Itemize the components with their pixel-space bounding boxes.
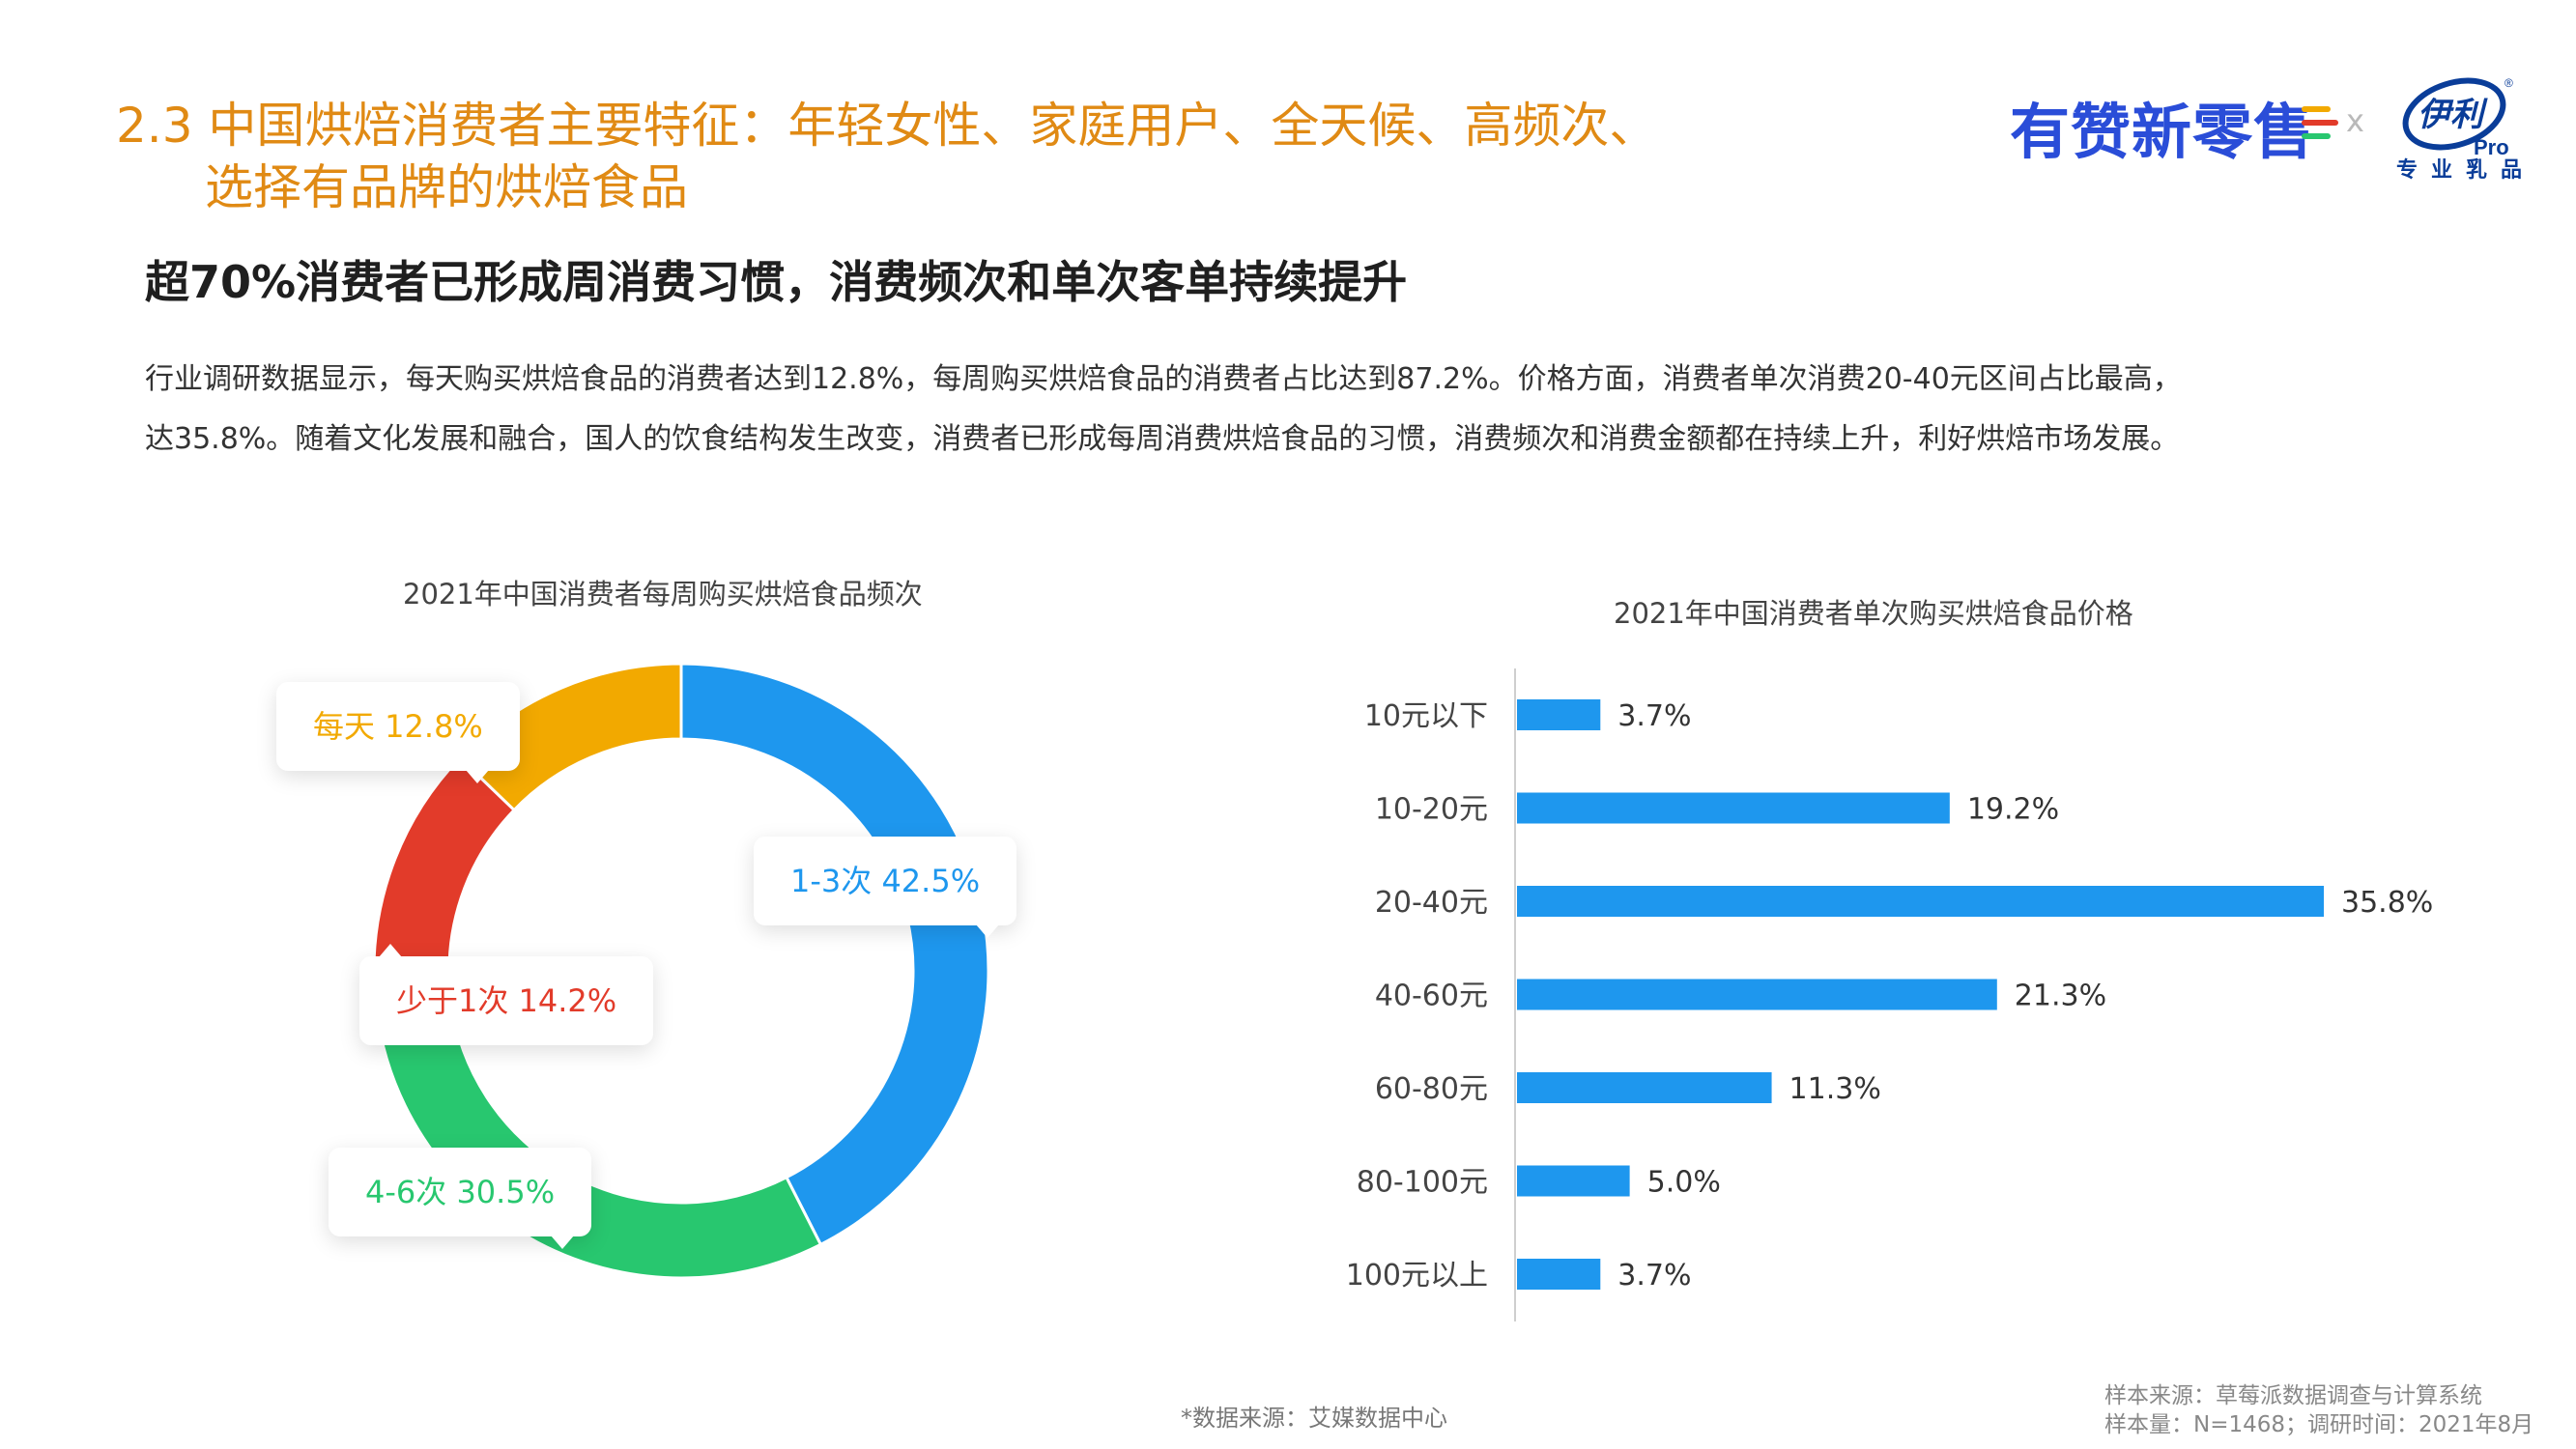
bar-category-label: 20-40元: [1375, 886, 1488, 920]
bar-category-label: 80-100元: [1357, 1166, 1488, 1200]
bar-chart: 10元以下 3.7% 10-20元 19.2% 20-40元 35.8% 40-60元 21.…: [1333, 657, 2493, 1333]
bar-value-label: 21.3%: [2015, 980, 2106, 1013]
brand-logos: 有赞新零售 x 伊利 Pro ® 专业乳品: [2010, 75, 2551, 191]
yili-logo-pro: Pro: [2474, 135, 2509, 159]
bar-chart-title: 2021年中国消费者单次购买烘焙食品价格: [1614, 597, 2133, 630]
donut-label-4-6: 4-6次 30.5%: [329, 1148, 592, 1249]
bar-value-label: 3.7%: [1617, 1259, 1691, 1293]
youzan-logo: 有赞新零售: [2010, 97, 2315, 167]
bar-2: [1517, 886, 2324, 917]
bar-category-label: 10-20元: [1375, 793, 1488, 827]
body-paragraph: 行业调研数据显示，每天购买烘焙食品的消费者达到12.8%，每周购买烘焙食品的消费…: [145, 350, 2464, 469]
bar-category-label: 60-80元: [1375, 1072, 1488, 1106]
section-title-line2: 选择有品牌的烘焙食品: [205, 159, 688, 215]
bar-value-label: 19.2%: [1967, 793, 2059, 827]
footer-sample-source: 样本来源：草莓派数据调查与计算系统: [2104, 1383, 2482, 1408]
bar-value-label: 5.0%: [1647, 1166, 1721, 1200]
bar-value-label: 11.3%: [1789, 1072, 1881, 1106]
donut-label-less-than-1: 少于1次 14.2%: [359, 944, 654, 1045]
youzan-logo-bars: [2302, 106, 2338, 147]
footer-sample-size: 样本量：N=1468；调研时间：2021年8月: [2104, 1412, 2534, 1437]
bar-6: [1517, 1259, 1601, 1290]
yili-logo-text: 伊利: [2418, 97, 2488, 133]
yili-logo: 伊利 Pro ®: [2402, 76, 2513, 159]
bar-3: [1517, 979, 1997, 1010]
body-line-2: 达35.8%。随着文化发展和融合，国人的饮食结构发生改变，消费者已形成每周消费烘…: [145, 422, 2180, 456]
bar-5: [1517, 1165, 1630, 1197]
donut-slice-0: [679, 662, 990, 1247]
headline: 超70%消费者已形成周消费习惯，消费频次和单次客单持续提升: [145, 256, 1408, 308]
footer-source: *数据来源：艾媒数据中心: [1181, 1405, 1447, 1432]
registered-mark: ®: [2504, 76, 2513, 90]
brand-separator: x: [2346, 102, 2364, 139]
section-title: 2.3 中国烘焙消费者主要特征：年轻女性、家庭用户、全天候、高频次、 选择有品牌…: [116, 95, 1759, 218]
donut-chart-title: 2021年中国消费者每周购买烘焙食品频次: [403, 578, 923, 611]
bar-category-label: 40-60元: [1375, 980, 1488, 1013]
bar-category-label: 100元以上: [1346, 1259, 1488, 1293]
donut-label-daily: 每天 12.8%: [276, 682, 520, 783]
footer-sample-info: 样本来源：草莓派数据调查与计算系统 样本量：N=1468；调研时间：2021年8…: [2104, 1381, 2533, 1439]
body-line-1: 行业调研数据显示，每天购买烘焙食品的消费者达到12.8%，每周购买烘焙食品的消费…: [145, 362, 2182, 396]
bar-value-label: 35.8%: [2341, 886, 2433, 920]
section-title-line1: 2.3 中国烘焙消费者主要特征：年轻女性、家庭用户、全天候、高频次、: [116, 98, 1658, 154]
bar-1: [1517, 792, 1950, 824]
donut-label-1-3: 1-3次 42.5%: [754, 837, 1017, 938]
bar-4: [1517, 1072, 1772, 1103]
bar-category-label: 10元以下: [1364, 699, 1488, 733]
yili-subtitle: 专业乳品: [2396, 158, 2536, 183]
bar-0: [1517, 699, 1601, 730]
bar-value-label: 3.7%: [1617, 699, 1691, 733]
